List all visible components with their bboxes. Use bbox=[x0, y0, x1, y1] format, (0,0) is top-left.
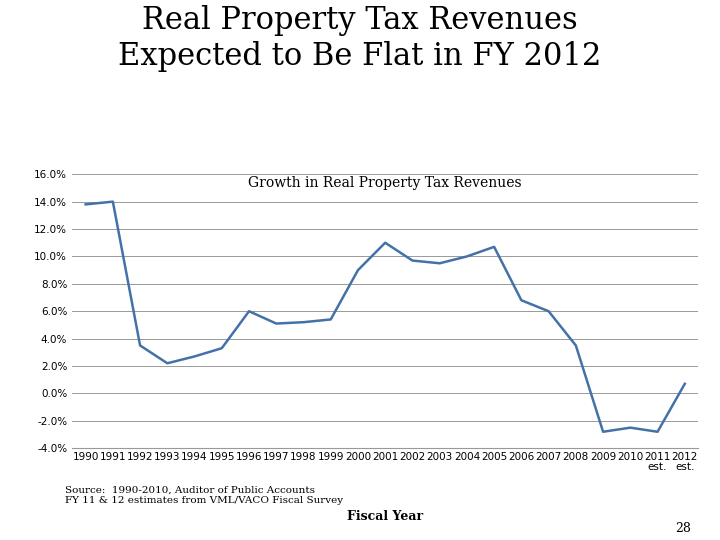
Text: Growth in Real Property Tax Revenues: Growth in Real Property Tax Revenues bbox=[248, 176, 522, 190]
Text: Fiscal Year: Fiscal Year bbox=[347, 510, 423, 523]
Text: Real Property Tax Revenues
Expected to Be Flat in FY 2012: Real Property Tax Revenues Expected to B… bbox=[118, 5, 602, 72]
Text: 28: 28 bbox=[675, 522, 691, 535]
Text: Source:  1990-2010, Auditor of Public Accounts
FY 11 & 12 estimates from VML/VAC: Source: 1990-2010, Auditor of Public Acc… bbox=[65, 486, 343, 505]
